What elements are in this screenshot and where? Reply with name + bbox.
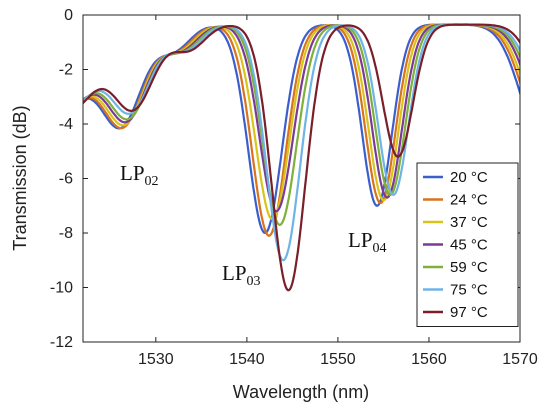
x-tick-label: 1540 — [229, 351, 265, 368]
lp02-label: LP02 — [120, 161, 159, 189]
legend-label-4: 59 °C — [450, 259, 488, 276]
x-axis-label: Wavelength (nm) — [233, 382, 369, 402]
x-tick-label: 1530 — [138, 351, 174, 368]
lp03-sub: 03 — [247, 274, 261, 289]
y-tick-label: -12 — [50, 334, 73, 351]
legend-label-3: 45 °C — [450, 237, 488, 254]
x-axis-ticks: 1530 1540 1550 1560 1570 — [138, 15, 538, 368]
y-tick-label: -2 — [59, 62, 73, 79]
lp02-main: LP — [120, 161, 145, 185]
legend-label-0: 20 °C — [450, 169, 488, 186]
x-tick-label: 1570 — [502, 351, 538, 368]
y-tick-label: 0 — [64, 7, 73, 24]
y-tick-label: -4 — [59, 116, 73, 133]
y-tick-label: -8 — [59, 225, 73, 242]
series-line-6 — [83, 23, 520, 292]
legend-label-1: 24 °C — [450, 192, 488, 209]
y-axis-ticks: 0 -2 -4 -6 -8 -10 -12 — [50, 7, 520, 351]
lp03-label: LP03 — [222, 261, 261, 289]
lp04-sub: 04 — [373, 241, 387, 256]
y-tick-label: -10 — [50, 280, 73, 297]
legend: 20 °C 24 °C 37 °C 45 °C 59 °C 75 °C 97 °C — [416, 162, 519, 327]
lp02-sub: 02 — [145, 174, 159, 189]
x-tick-label: 1560 — [411, 351, 447, 368]
y-axis-label: Transmission (dB) — [10, 105, 30, 250]
lp04-label: LP04 — [348, 228, 387, 256]
x-tick-label: 1550 — [320, 351, 356, 368]
series-curves — [83, 23, 520, 292]
lp03-main: LP — [222, 261, 247, 285]
lp04-main: LP — [348, 228, 373, 252]
legend-label-2: 37 °C — [450, 214, 488, 231]
legend-label-6: 97 °C — [450, 304, 488, 321]
legend-label-5: 75 °C — [450, 282, 488, 299]
y-tick-label: -6 — [59, 171, 73, 188]
